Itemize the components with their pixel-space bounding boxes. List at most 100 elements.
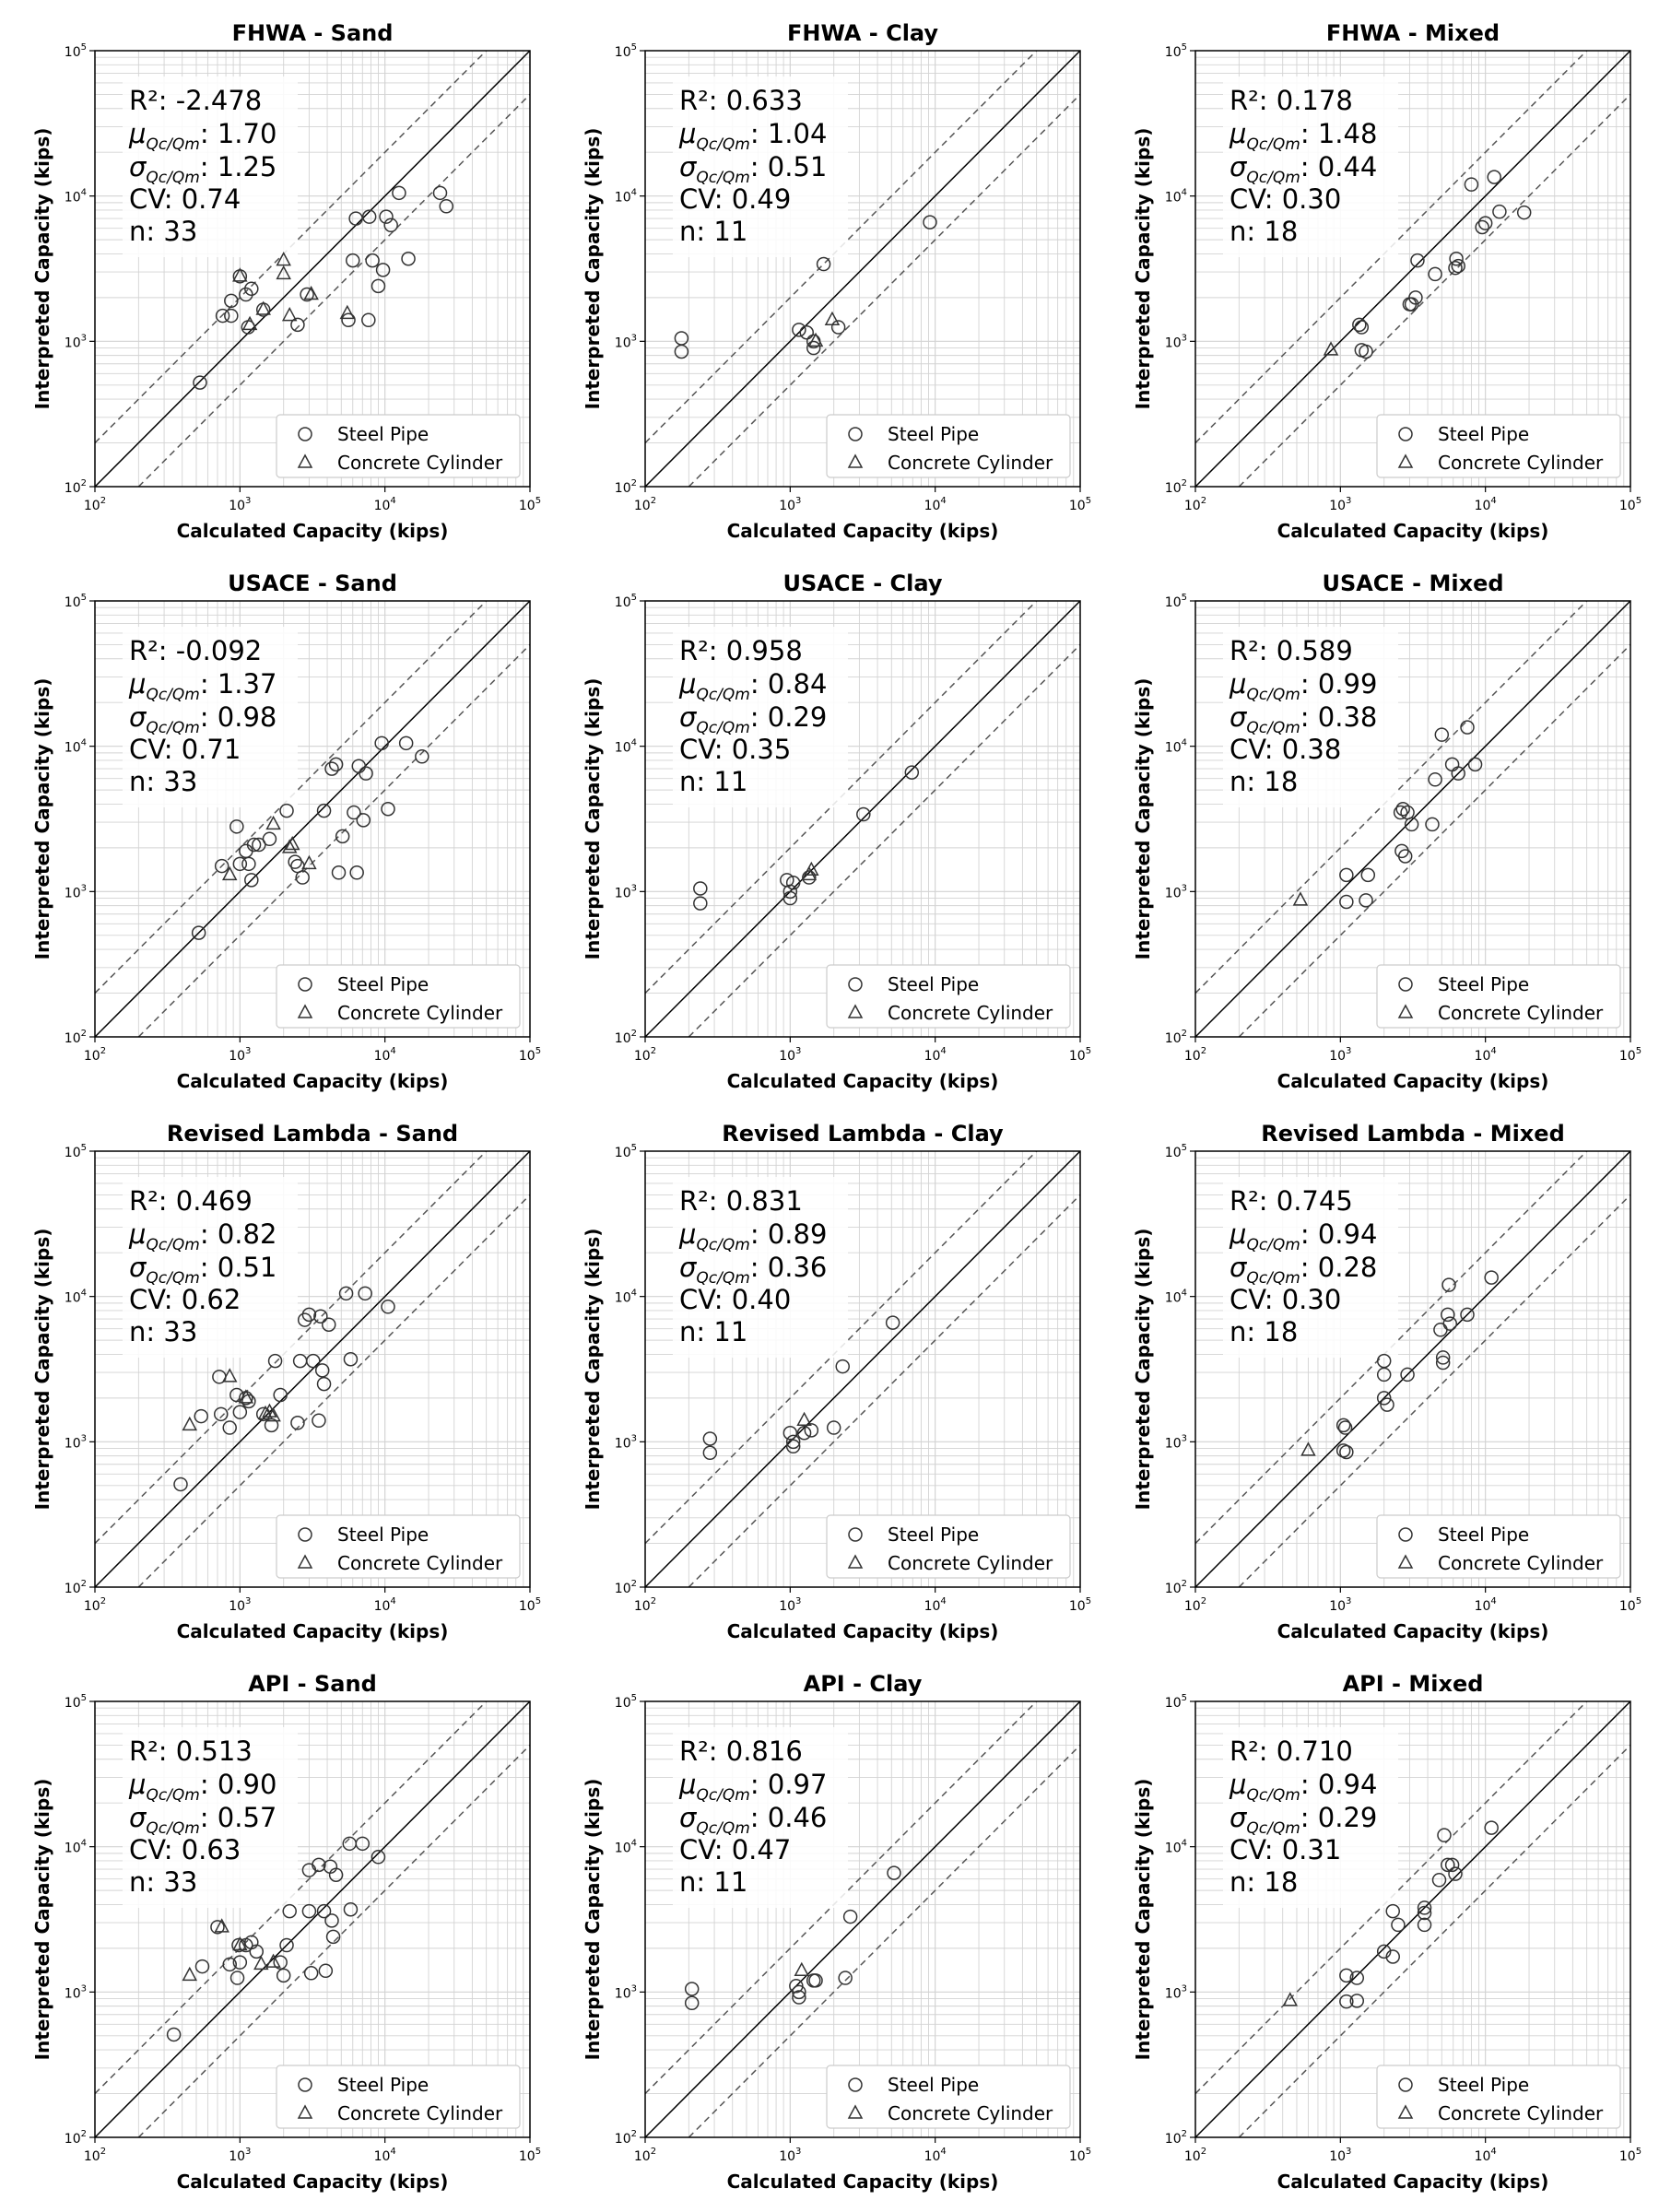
mean-stat: μQc/Qm: 0.90 — [128, 1769, 276, 1805]
count-stat: n: 18 — [1230, 766, 1298, 797]
std-dev-stat: σQc/Qm: 0.36 — [679, 1252, 827, 1288]
legend-circle-marker — [298, 427, 312, 441]
lower-bound-dashed-line — [688, 1744, 1080, 2137]
steel-pipe-point — [1431, 1873, 1447, 1888]
legend-frame — [826, 964, 1071, 1029]
steel-pipe-point — [381, 1300, 395, 1314]
data-points — [693, 765, 920, 911]
concrete-cylinder-point — [794, 1961, 810, 1977]
plot-frame — [644, 1150, 1081, 1588]
cv-stat: CV: 0.31 — [1230, 1834, 1341, 1865]
r-squared-stat: R²: 0.513 — [129, 1735, 253, 1767]
steel-pipe-point — [173, 1477, 188, 1492]
steel-pipe-point — [214, 1406, 229, 1422]
steel-pipe-point — [1385, 1949, 1400, 1964]
steel-pipe-point — [351, 759, 367, 773]
concrete-cylinder-point — [265, 815, 281, 830]
steel-pipe-point — [1359, 344, 1373, 359]
r-squared-value: 0.745 — [1277, 1185, 1353, 1217]
x-tick-label: 102 — [634, 1596, 656, 1614]
cv-label: CV: — [129, 1284, 182, 1315]
y-tick-label: 105 — [1165, 593, 1187, 610]
steel-pipe-point — [232, 1405, 248, 1419]
data-points — [191, 735, 429, 940]
steel-pipe-point — [303, 1966, 319, 1981]
x-tick-label: 104 — [924, 1046, 947, 1064]
std-dev-stat-colon: : — [1300, 1802, 1318, 1833]
r-squared-label: R²: — [129, 1735, 176, 1767]
legend: Steel Pipe Concrete Cylinder — [276, 964, 521, 1029]
y-tick-label: 105 — [1165, 1143, 1187, 1160]
steel-pipe-point — [348, 211, 363, 226]
cv-label: CV: — [1230, 734, 1282, 765]
y-tick-label: 102 — [615, 1029, 637, 1046]
concrete-cylinder-point — [257, 1405, 274, 1420]
x-tick-label: 103 — [229, 2147, 251, 2164]
chart-title: Revised Lambda - Sand — [167, 1121, 458, 1147]
chart-title: API - Sand — [248, 1671, 377, 1697]
steel-pipe-point — [301, 1307, 317, 1323]
mean-value: 0.89 — [768, 1218, 828, 1250]
chart-title: API - Mixed — [1343, 1671, 1484, 1697]
steel-pipe-point — [244, 873, 259, 888]
count-value: 18 — [1264, 1316, 1298, 1347]
steel-pipe-point — [1487, 170, 1501, 184]
mean-stat-symbol: μ — [128, 1218, 146, 1250]
x-tick-label: 102 — [634, 2147, 656, 2164]
stats-background — [1223, 1177, 1398, 1358]
mean-stat: μQc/Qm: 1.04 — [678, 118, 827, 154]
count-stat: n: 18 — [1230, 216, 1298, 247]
x-tick-label: 103 — [779, 1046, 801, 1064]
steel-pipe-point — [1404, 817, 1419, 832]
legend: Steel Pipe Concrete Cylinder — [826, 414, 1071, 478]
std-dev-stat-subscript: Qc/Qm — [696, 169, 749, 187]
r-squared-value: 0.958 — [726, 635, 803, 666]
steel-pipe-point — [1354, 320, 1370, 335]
count-value: 11 — [713, 766, 747, 797]
y-axis-label: Interpreted Capacity (kips) — [1132, 1779, 1154, 2061]
one-to-one-line — [645, 1701, 1080, 2137]
r-squared-label: R²: — [1230, 85, 1277, 116]
steel-pipe-point — [292, 1353, 308, 1369]
lower-bound-dashed-line — [137, 643, 530, 1037]
std-dev-stat-symbol: σ — [679, 151, 698, 182]
steel-pipe-point — [1352, 317, 1367, 333]
std-dev-stat: σQc/Qm: 1.25 — [129, 151, 276, 187]
steel-pipe-point — [338, 1286, 354, 1301]
steel-pipe-point — [1380, 1397, 1394, 1412]
data-points — [1300, 1270, 1499, 1460]
steel-pipe-point — [792, 1990, 806, 2005]
std-dev-value: 0.28 — [1318, 1252, 1378, 1283]
y-tick-label: 105 — [65, 42, 87, 60]
std-dev-stat-colon: : — [750, 1252, 768, 1283]
y-tick-label: 103 — [1165, 883, 1187, 900]
cv-label: CV: — [1230, 183, 1282, 215]
std-dev-stat: σQc/Qm: 0.38 — [1230, 701, 1377, 737]
y-axis-label: Interpreted Capacity (kips) — [31, 1779, 53, 2061]
std-dev-stat-symbol: σ — [679, 701, 698, 733]
concrete-cylinder-point — [807, 332, 824, 347]
y-tick-label: 104 — [1165, 188, 1187, 206]
y-tick-label: 103 — [65, 1983, 87, 2001]
x-tick-label: 102 — [1184, 496, 1206, 513]
steel-pipe-point — [371, 278, 386, 294]
x-tick-label: 104 — [374, 496, 396, 513]
legend-triangle-marker — [297, 2104, 313, 2119]
legend-circle-marker — [848, 2077, 863, 2092]
std-dev-stat-colon: : — [750, 701, 768, 733]
plot-frame — [1194, 600, 1631, 1038]
x-tick-label: 103 — [1329, 1046, 1351, 1064]
x-axis-label: Calculated Capacity (kips) — [1277, 2171, 1549, 2193]
legend-frame — [1376, 414, 1621, 478]
steel-pipe-point — [1376, 1391, 1392, 1406]
y-tick-label: 102 — [1165, 478, 1187, 496]
steel-pipe-point — [316, 1376, 332, 1392]
concrete-cylinder-point — [241, 315, 258, 331]
steel-pipe-point — [1516, 205, 1532, 220]
steel-pipe-point — [401, 251, 416, 266]
legend-triangle-marker — [847, 1004, 864, 1018]
cv-stat: CV: 0.35 — [679, 734, 791, 765]
y-tick-label: 105 — [615, 593, 637, 610]
